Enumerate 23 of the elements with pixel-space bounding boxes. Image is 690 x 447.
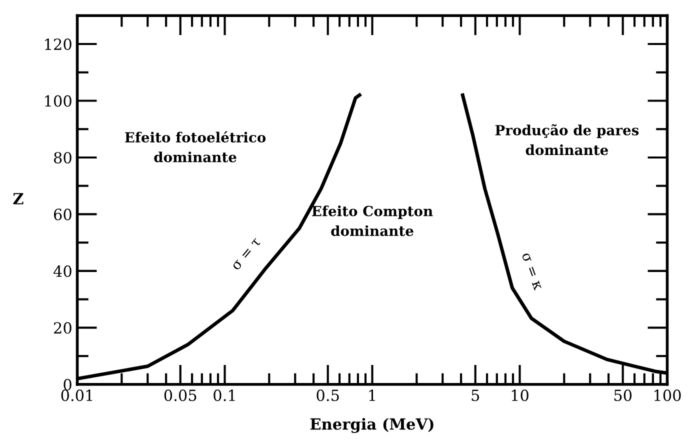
x-tick-label: 10 [512, 390, 528, 402]
annotation: Efeito fotoelétrico dominante [125, 131, 266, 162]
text: σ = κ [522, 252, 542, 291]
x-tick-label: 0.01 [61, 390, 92, 402]
x-tick-label: 0.05 [164, 390, 196, 402]
x-axis-title: Energia (MeV) [310, 418, 434, 433]
y-tick-label: 120 [45, 38, 72, 50]
annotation: Produção de pares dominante [495, 124, 639, 156]
x-tick-label: 50 [614, 390, 632, 402]
y-tick-label: 60 [54, 208, 72, 220]
x-tick-label: 5 [472, 390, 480, 402]
y-axis-title: Z [13, 193, 24, 204]
x-tick-label: 0.5 [316, 390, 339, 402]
y-tick-label: 20 [54, 322, 72, 334]
y-tick-label: 40 [53, 265, 72, 277]
x-tick-label: 0.1 [214, 390, 235, 402]
y-tick-label: 0 [64, 378, 72, 390]
y-tick-label: 80 [54, 152, 72, 164]
text: σ = τ [232, 238, 262, 271]
y-tick-label: 100 [45, 95, 72, 107]
annotation: Efeito Compton dominante [312, 206, 433, 236]
x-tick-label: 1 [369, 390, 375, 401]
x-tick-label: 100 [654, 390, 681, 402]
